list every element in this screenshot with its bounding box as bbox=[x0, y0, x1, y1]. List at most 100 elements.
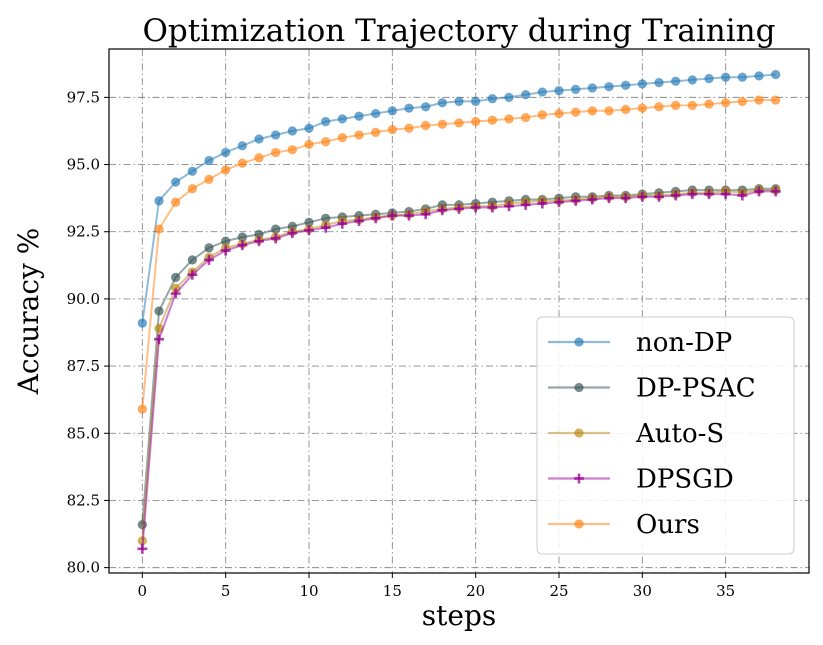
point-non-dp bbox=[387, 106, 398, 116]
point-dpsgd bbox=[454, 203, 464, 214]
point-ours bbox=[420, 120, 431, 131]
point-dpsgd bbox=[270, 233, 281, 244]
point-dpsgd bbox=[537, 198, 548, 209]
point-ours bbox=[287, 144, 298, 155]
point-ours bbox=[220, 165, 231, 175]
point-dpsgd bbox=[370, 213, 381, 224]
point-dpsgd bbox=[154, 334, 164, 345]
point-dpsgd bbox=[487, 202, 498, 213]
point-dpsgd bbox=[170, 288, 181, 299]
x-tick-label: 10 bbox=[299, 582, 318, 600]
y-tick-label: 92.5 bbox=[67, 223, 100, 241]
x-tick-label: 25 bbox=[549, 582, 568, 600]
legend-label: DP-PSAC bbox=[636, 374, 756, 404]
point-ours bbox=[320, 136, 331, 147]
point-non-dp bbox=[304, 123, 314, 134]
series-ours bbox=[137, 95, 781, 414]
point-ours bbox=[404, 123, 414, 134]
point-ours bbox=[587, 106, 598, 116]
point-non-dp bbox=[770, 69, 781, 80]
plot-frame bbox=[108, 48, 810, 574]
point-non-dp bbox=[620, 80, 631, 91]
point-non-dp bbox=[687, 75, 698, 85]
point-non-dp bbox=[670, 76, 681, 87]
point-ours bbox=[387, 124, 398, 135]
point-dp-psac bbox=[170, 272, 181, 283]
point-ours bbox=[520, 112, 531, 123]
x-tick-label: 35 bbox=[716, 582, 735, 600]
axis-ticks: 0 5 10 15 20 25 30 35 80.0 82.5 85.0 87.5 90.0 92.5 95… bbox=[67, 88, 736, 600]
point-ours bbox=[554, 108, 564, 119]
point-non-dp bbox=[337, 114, 348, 124]
point-ours bbox=[687, 100, 698, 111]
point-non-dp bbox=[454, 96, 464, 107]
point-ours bbox=[654, 101, 664, 112]
point-dpsgd bbox=[554, 197, 564, 208]
point-ours bbox=[170, 197, 181, 207]
point-dpsgd bbox=[704, 189, 714, 200]
point-dpsgd bbox=[387, 210, 398, 221]
point-dpsgd bbox=[587, 194, 598, 205]
point-dpsgd bbox=[137, 543, 148, 554]
legend-item-auto-s: Auto-S bbox=[548, 419, 724, 449]
point-non-dp bbox=[220, 147, 231, 158]
point-dpsgd bbox=[570, 195, 581, 206]
point-dpsgd bbox=[354, 215, 364, 226]
point-dpsgd bbox=[637, 191, 648, 202]
point-ours bbox=[237, 158, 248, 169]
point-dpsgd bbox=[220, 245, 231, 256]
point-non-dp bbox=[754, 71, 764, 81]
y-tick-label: 85.0 bbox=[67, 424, 100, 442]
legend-item-dpsgd: DPSGD bbox=[548, 465, 734, 495]
y-tick-label: 80.0 bbox=[67, 559, 100, 577]
point-ours bbox=[670, 100, 681, 111]
legend-marker bbox=[574, 519, 584, 529]
point-non-dp bbox=[187, 166, 198, 177]
point-ours bbox=[137, 404, 148, 414]
legend-marker bbox=[574, 428, 584, 438]
point-non-dp bbox=[504, 92, 514, 103]
point-ours bbox=[754, 95, 764, 105]
y-tick-label: 95.0 bbox=[67, 156, 100, 174]
point-dpsgd bbox=[254, 236, 264, 247]
legend-box bbox=[536, 316, 795, 555]
point-ours bbox=[470, 116, 481, 127]
point-ours bbox=[504, 114, 514, 124]
point-dp-psac bbox=[187, 255, 198, 265]
point-non-dp bbox=[704, 73, 714, 84]
point-ours bbox=[204, 174, 214, 185]
point-dpsgd bbox=[770, 186, 781, 197]
series-line-non-dp bbox=[141, 73, 776, 324]
point-non-dp bbox=[537, 87, 548, 97]
legend-label: DPSGD bbox=[636, 465, 734, 495]
y-tick-label: 87.5 bbox=[67, 357, 100, 375]
point-ours bbox=[154, 224, 164, 234]
point-non-dp bbox=[154, 196, 164, 206]
point-non-dp bbox=[520, 89, 531, 100]
x-tick-label: 30 bbox=[633, 582, 652, 600]
legend-marker bbox=[574, 382, 584, 393]
legend-item-ours: Ours bbox=[548, 510, 700, 540]
point-ours bbox=[737, 96, 748, 107]
point-dp-psac bbox=[270, 224, 281, 234]
point-non-dp bbox=[320, 116, 331, 127]
point-non-dp bbox=[654, 77, 664, 88]
point-dpsgd bbox=[687, 189, 698, 200]
point-dp-psac bbox=[204, 243, 214, 253]
point-non-dp bbox=[420, 101, 431, 112]
point-non-dp bbox=[254, 134, 264, 144]
point-dpsgd bbox=[204, 254, 214, 265]
y-axis-label: Accuracy % bbox=[12, 228, 45, 396]
point-non-dp bbox=[237, 140, 248, 151]
point-non-dp bbox=[587, 83, 598, 93]
grid-lines bbox=[109, 49, 809, 573]
point-non-dp bbox=[604, 81, 614, 92]
point-dpsgd bbox=[287, 228, 298, 239]
point-dpsgd bbox=[737, 190, 748, 201]
point-ours bbox=[454, 118, 464, 128]
x-tick-label: 0 bbox=[138, 582, 148, 600]
y-tick-label: 82.5 bbox=[67, 491, 100, 509]
point-non-dp bbox=[287, 126, 298, 136]
point-dpsgd bbox=[237, 240, 248, 251]
x-tick-label: 15 bbox=[383, 582, 402, 600]
